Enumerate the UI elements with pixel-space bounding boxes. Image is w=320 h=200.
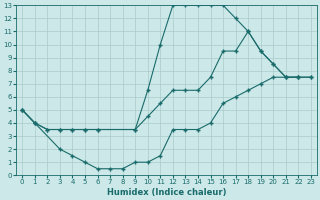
X-axis label: Humidex (Indice chaleur): Humidex (Indice chaleur) (107, 188, 226, 197)
